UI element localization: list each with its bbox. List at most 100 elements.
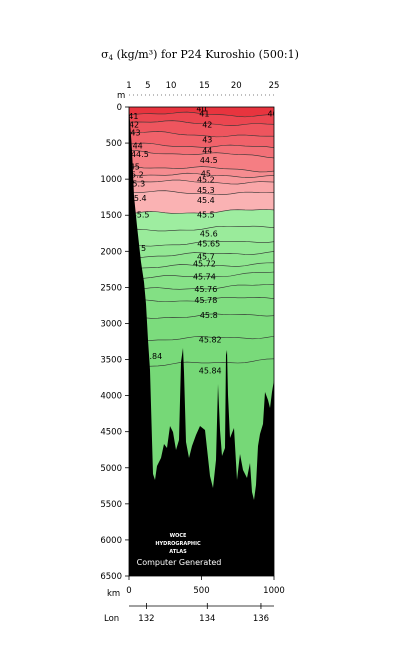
contour-label: 45.65: [197, 240, 220, 249]
watermark-line-2: HYDROGRAPHIC: [155, 541, 201, 547]
band-41: [129, 112, 274, 126]
station-number: 5: [145, 81, 150, 91]
distance-tick-label: 0: [126, 586, 131, 596]
station-number: 25: [269, 81, 280, 91]
contour-label: 41: [199, 110, 209, 119]
contour-label: 45.4: [129, 194, 147, 203]
depth-tick-label: 2500: [100, 283, 122, 293]
depth-axis: 0 500 1000 1500 2000 2500 3000 3500 4000 4500 5000…: [100, 103, 129, 582]
contour-label: 45.5: [197, 211, 215, 220]
contour-line-45.76: [129, 284, 274, 291]
station-axis: 1 5 10 15 20 25: [126, 81, 280, 96]
contour-label: 44.5: [131, 150, 149, 159]
band-45.76: [129, 284, 274, 302]
depth-tick-label: 4000: [100, 392, 122, 402]
contour-line-45.8: [129, 313, 274, 319]
band-45.72: [129, 262, 274, 280]
contour-label: 45.2: [197, 175, 215, 184]
contour-label: 41: [128, 112, 138, 121]
title-rest: (kg/m³) for P24 Kuroshio (500:1): [113, 48, 299, 61]
station-number: 1: [126, 81, 131, 91]
depth-tick-label: 5500: [100, 500, 122, 510]
contour-label: 45: [201, 170, 211, 179]
contour-label: 45.3: [127, 180, 145, 189]
depth-tick-label: 0: [117, 103, 122, 113]
band-45.74: [129, 272, 274, 291]
station-number: 10: [166, 81, 177, 91]
contour-label: 40: [267, 110, 277, 119]
depth-tick-label: 3500: [100, 356, 122, 366]
band-45.78: [129, 297, 274, 319]
contour-line-45.2: [129, 172, 274, 178]
contour-line-42: [129, 120, 274, 126]
depth-tick-label: 3000: [100, 319, 122, 329]
contour-line-45.84: [129, 358, 274, 369]
depth-tick-label: 5000: [100, 464, 122, 474]
watermark-line-3: ATLAS: [169, 549, 187, 555]
contour-line-45.6: [129, 225, 274, 232]
depth-tick-label: 6000: [100, 536, 122, 546]
contour-label: 44.5: [200, 156, 218, 165]
contour-label: 44: [133, 141, 143, 150]
contour-lines: [129, 111, 274, 369]
contour-line-45: [129, 165, 274, 173]
bathymetry-mask: [129, 107, 274, 576]
lon-axis: 132 134 136: [138, 603, 269, 624]
lon-tick-label: 136: [253, 614, 269, 624]
contour-label: 43: [130, 128, 140, 137]
contour-label: 45.84: [139, 352, 162, 361]
contour-line-45.3: [129, 179, 274, 185]
seafloor: [129, 107, 274, 576]
title-sigma: σ: [101, 48, 109, 61]
band-45.82: [129, 336, 274, 369]
contour-label: 5: [141, 244, 146, 253]
distance-tick-label: 500: [193, 586, 209, 596]
computer-generated-label: Computer Generated: [137, 558, 222, 567]
contour-line-45.74: [129, 271, 274, 280]
contour-label: 45.8: [200, 311, 218, 320]
depth-tick-label: 1500: [100, 211, 122, 221]
station-number: 15: [199, 81, 210, 91]
contour-label: 40: [196, 105, 206, 114]
woce-watermark: WOCE HYDROGRAPHIC ATLAS Computer Generat…: [137, 533, 222, 567]
contour-label: 45.84: [199, 367, 222, 376]
contour-label: 45.7: [197, 253, 215, 262]
contour-line-41: [129, 111, 274, 118]
band-45.3: [129, 180, 274, 195]
contour-line-45.78: [129, 297, 274, 303]
depth-tick-label: 6500: [100, 572, 122, 582]
band-45: [129, 165, 274, 178]
depth-tick-label: 2000: [100, 247, 122, 257]
lon-label: Lon: [104, 614, 119, 624]
watermark-line-1: WOCE: [170, 533, 187, 539]
contour-labels: 404142434444.54545.245.345.445.545.645.6…: [127, 105, 277, 376]
depth-unit-label: m: [117, 91, 125, 101]
contour-label: 43: [202, 136, 212, 145]
band-45.5: [129, 209, 274, 231]
contour-label: 45.3: [197, 186, 215, 195]
depth-tick-label: 500: [106, 139, 122, 149]
band-45.4: [129, 190, 274, 214]
contour-label: 45.74: [193, 273, 216, 282]
contour-line-45.72: [129, 262, 274, 270]
contour-label: 42: [202, 120, 212, 129]
distance-unit-label: km: [107, 589, 120, 599]
distance-axis: 0 500 1000: [126, 576, 285, 596]
contour-label: 45.76: [194, 285, 217, 294]
title-subscript: 4: [108, 54, 114, 62]
contour-line-45.65: [129, 240, 274, 247]
lon-tick-label: 134: [199, 614, 215, 624]
band-43: [129, 131, 274, 148]
band-45.8: [129, 313, 274, 342]
band-45.7: [129, 251, 274, 270]
band-40: [129, 107, 274, 117]
band-44.5: [129, 150, 274, 172]
chart-title: σ4 (kg/m³) for P24 Kuroshio (500:1): [0, 48, 400, 62]
depth-tick-label: 1000: [100, 175, 122, 185]
contour-label: 45: [130, 162, 140, 171]
contour-label: 45.82: [199, 336, 222, 345]
contour-line-45.7: [129, 251, 274, 258]
contour-label: 44: [202, 146, 212, 155]
band-44: [129, 143, 274, 158]
